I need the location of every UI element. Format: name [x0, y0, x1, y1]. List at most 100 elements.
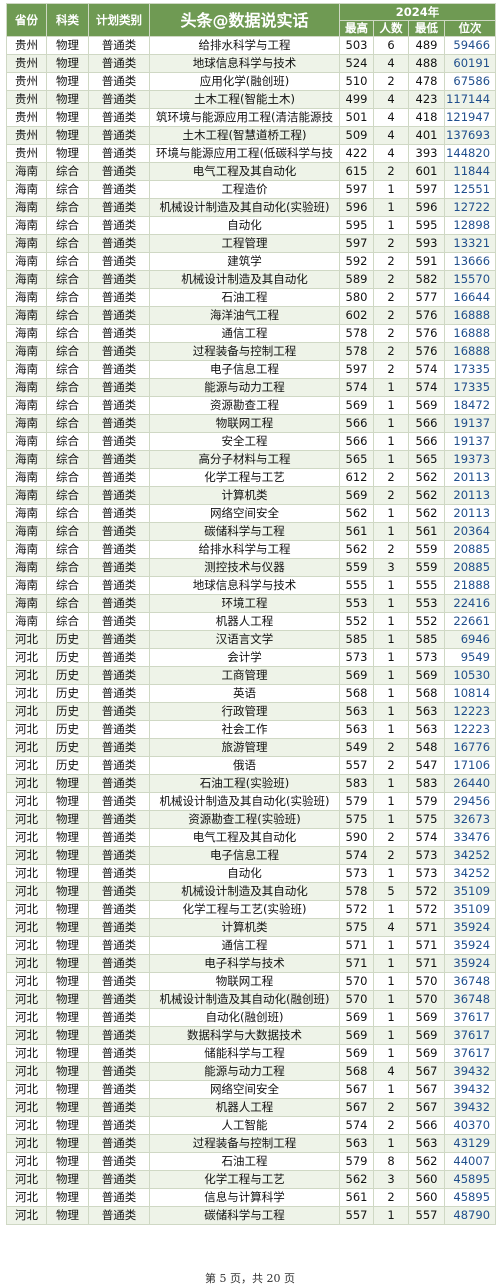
cell-province: 河北 — [6, 918, 47, 937]
cell-rank: 15570 — [443, 270, 497, 289]
cell-rank: 22416 — [443, 594, 497, 613]
cell-subject: 综合 — [46, 306, 89, 325]
cell-min: 566 — [408, 432, 445, 451]
cell-subject: 历史 — [46, 684, 89, 703]
cell-min: 552 — [408, 612, 445, 631]
cell-max: 589 — [339, 270, 374, 289]
table-row: 河北 物理 普通类 数据科学与大数据技术 569 1 569 37617 — [6, 1026, 497, 1045]
header-row-top: 省份 科类 计划类别 头条@数据说实话 2024年 — [6, 3, 497, 37]
table-row: 河北 物理 普通类 机械设计制造及其自动化(实验班) 579 1 579 29456 — [6, 792, 497, 811]
cell-rank: 17335 — [443, 378, 497, 397]
table-row: 海南 综合 普通类 物联网工程 566 1 566 19137 — [6, 414, 497, 433]
cell-major: 土木工程(智慧道桥工程) — [149, 126, 340, 145]
cell-min: 418 — [408, 108, 445, 127]
cell-max: 597 — [339, 234, 374, 253]
cell-count: 1 — [373, 1026, 409, 1045]
cell-min: 579 — [408, 792, 445, 811]
cell-max: 566 — [339, 414, 374, 433]
cell-subject: 综合 — [46, 450, 89, 469]
cell-min: 577 — [408, 288, 445, 307]
cell-max: 524 — [339, 54, 374, 73]
cell-min: 423 — [408, 90, 445, 109]
cell-major: 过程装备与控制工程 — [149, 342, 340, 361]
cell-min: 478 — [408, 72, 445, 91]
cell-rank: 35109 — [443, 900, 497, 919]
cell-plan-type: 普通类 — [88, 1080, 150, 1099]
cell-min: 576 — [408, 306, 445, 325]
cell-subject: 物理 — [46, 972, 89, 991]
cell-rank: 19137 — [443, 432, 497, 451]
table-row: 河北 历史 普通类 社会工作 563 1 563 12223 — [6, 720, 497, 739]
cell-count: 6 — [373, 36, 409, 55]
cell-plan-type: 普通类 — [88, 846, 150, 865]
cell-min: 560 — [408, 1170, 445, 1189]
cell-subject: 物理 — [46, 918, 89, 937]
cell-min: 574 — [408, 360, 445, 379]
cell-subject: 综合 — [46, 486, 89, 505]
cell-plan-type: 普通类 — [88, 270, 150, 289]
cell-plan-type: 普通类 — [88, 540, 150, 559]
cell-subject: 物理 — [46, 882, 89, 901]
header-max: 最高 — [339, 20, 374, 37]
table-row: 海南 综合 普通类 机械设计制造及其自动化 589 2 582 15570 — [6, 270, 497, 289]
cell-max: 579 — [339, 792, 374, 811]
cell-max: 561 — [339, 1188, 374, 1207]
cell-major: 自动化 — [149, 216, 340, 235]
table-row: 河北 物理 普通类 信息与计算科学 561 2 560 45895 — [6, 1188, 497, 1207]
cell-plan-type: 普通类 — [88, 594, 150, 613]
cell-count: 4 — [373, 1062, 409, 1081]
cell-plan-type: 普通类 — [88, 954, 150, 973]
cell-rank: 35924 — [443, 918, 497, 937]
cell-max: 570 — [339, 990, 374, 1009]
cell-rank: 22661 — [443, 612, 497, 631]
cell-rank: 20885 — [443, 558, 497, 577]
cell-province: 海南 — [6, 216, 47, 235]
cell-province: 河北 — [6, 1152, 47, 1171]
cell-max: 569 — [339, 396, 374, 415]
cell-max: 501 — [339, 108, 374, 127]
cell-count: 3 — [373, 1170, 409, 1189]
cell-min: 561 — [408, 522, 445, 541]
cell-plan-type: 普通类 — [88, 1098, 150, 1117]
cell-subject: 物理 — [46, 144, 89, 163]
cell-province: 河北 — [6, 1044, 47, 1063]
cell-max: 578 — [339, 342, 374, 361]
cell-max: 575 — [339, 810, 374, 829]
cell-max: 561 — [339, 522, 374, 541]
cell-max: 592 — [339, 252, 374, 271]
cell-count: 1 — [373, 774, 409, 793]
cell-rank: 37617 — [443, 1008, 497, 1027]
cell-count: 1 — [373, 864, 409, 883]
cell-min: 559 — [408, 540, 445, 559]
cell-province: 海南 — [6, 234, 47, 253]
cell-max: 569 — [339, 1026, 374, 1045]
cell-min: 582 — [408, 270, 445, 289]
cell-plan-type: 普通类 — [88, 234, 150, 253]
table-row: 贵州 物理 普通类 筑环境与能源应用工程(清洁能源技 501 4 418 121947 — [6, 108, 497, 127]
table-row: 河北 物理 普通类 能源与动力工程 568 4 567 39432 — [6, 1062, 497, 1081]
cell-count: 1 — [373, 396, 409, 415]
cell-subject: 综合 — [46, 198, 89, 217]
cell-max: 562 — [339, 504, 374, 523]
cell-max: 580 — [339, 288, 374, 307]
cell-plan-type: 普通类 — [88, 126, 150, 145]
table-row: 海南 综合 普通类 碳储科学与工程 561 1 561 20364 — [6, 522, 497, 541]
cell-max: 552 — [339, 612, 374, 631]
cell-subject: 综合 — [46, 360, 89, 379]
cell-subject: 物理 — [46, 990, 89, 1009]
cell-province: 河北 — [6, 738, 47, 757]
table-row: 贵州 物理 普通类 环境与能源应用工程(低碳科学与技 422 4 393 144820 — [6, 144, 497, 163]
cell-count: 2 — [373, 288, 409, 307]
cell-min: 562 — [408, 1152, 445, 1171]
cell-plan-type: 普通类 — [88, 36, 150, 55]
cell-rank: 13321 — [443, 234, 497, 253]
cell-subject: 综合 — [46, 234, 89, 253]
cell-major: 地球信息科学与技术 — [149, 54, 340, 73]
cell-min: 583 — [408, 774, 445, 793]
cell-max: 422 — [339, 144, 374, 163]
cell-province: 海南 — [6, 612, 47, 631]
cell-plan-type: 普通类 — [88, 180, 150, 199]
cell-province: 海南 — [6, 540, 47, 559]
cell-rank: 10814 — [443, 684, 497, 703]
cell-subject: 综合 — [46, 432, 89, 451]
